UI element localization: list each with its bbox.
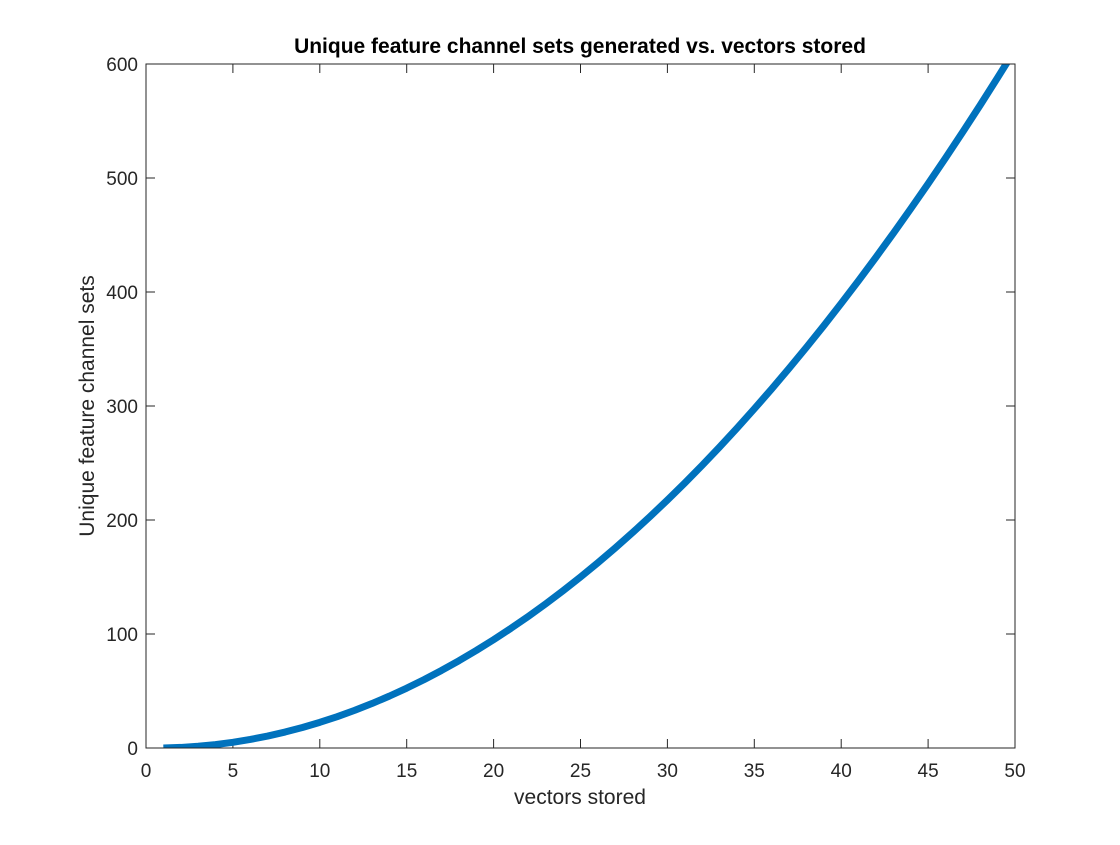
y-tick-label: 0 xyxy=(127,739,138,760)
chart-title: Unique feature channel sets generated vs… xyxy=(294,35,866,58)
y-tick-label: 400 xyxy=(106,283,138,304)
y-axis-label: Unique feature channel sets xyxy=(76,275,99,537)
x-tick-label: 25 xyxy=(570,761,591,782)
series-line-0 xyxy=(163,64,1011,748)
x-tick-label: 5 xyxy=(228,761,239,782)
y-tick-label: 500 xyxy=(106,169,138,190)
y-tick-label: 200 xyxy=(106,511,138,532)
x-tick-label: 50 xyxy=(1004,761,1025,782)
x-tick-label: 0 xyxy=(141,761,152,782)
x-tick-label: 45 xyxy=(918,761,939,782)
y-tick-label: 100 xyxy=(106,625,138,646)
y-tick-label: 600 xyxy=(106,55,138,76)
y-tick-label: 300 xyxy=(106,397,138,418)
x-tick-label: 35 xyxy=(744,761,765,782)
axes-box xyxy=(145,63,1016,749)
x-tick-label: 10 xyxy=(309,761,330,782)
x-axis-label: vectors stored xyxy=(514,786,646,809)
series-layer xyxy=(163,64,1011,748)
x-tick-label: 20 xyxy=(483,761,504,782)
x-tick-label: 15 xyxy=(396,761,417,782)
plot-area xyxy=(146,64,1015,748)
x-tick-label: 40 xyxy=(831,761,852,782)
x-tick-label: 30 xyxy=(657,761,678,782)
